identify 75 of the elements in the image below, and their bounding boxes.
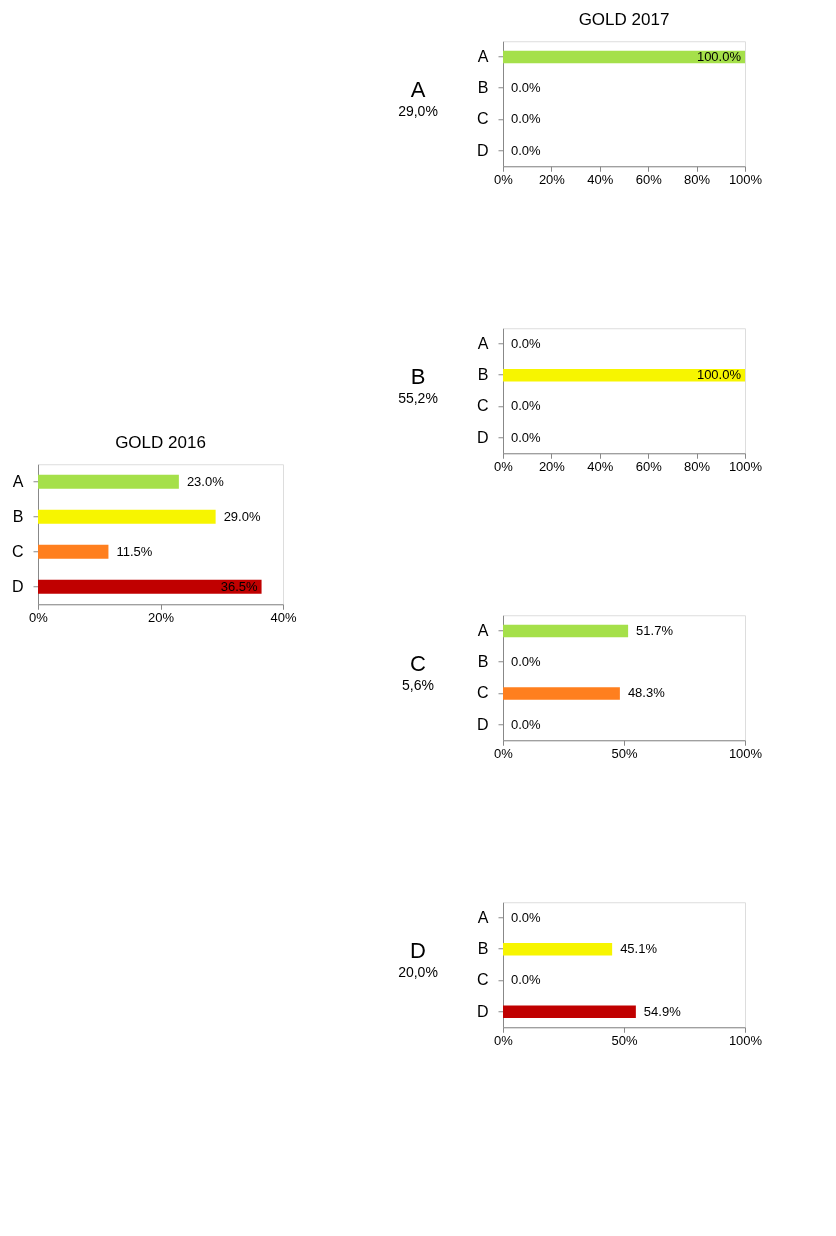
y-tick-label: A bbox=[477, 334, 489, 352]
y-tick-label: A bbox=[477, 908, 489, 926]
data-label: 54.9% bbox=[643, 1003, 682, 1019]
data-label: 0.0% bbox=[511, 909, 542, 925]
x-tick-label: 40% bbox=[270, 609, 297, 625]
chart-title: GOLD 2016 bbox=[115, 433, 206, 453]
x-tick-label: 50% bbox=[611, 1032, 638, 1048]
x-tick-label: 100% bbox=[728, 458, 763, 474]
y-tick-label: B bbox=[12, 507, 24, 525]
y-tick-label: D bbox=[476, 428, 489, 446]
x-tick-label: 100% bbox=[728, 1032, 763, 1048]
y-tick-label: C bbox=[11, 542, 24, 560]
bar bbox=[38, 509, 216, 524]
y-tick-label: B bbox=[477, 653, 489, 671]
data-label: 0.0% bbox=[511, 429, 542, 445]
x-tick-label: 20% bbox=[538, 171, 566, 187]
y-tick-label: B bbox=[477, 79, 489, 97]
text: 5,6% bbox=[402, 676, 434, 693]
data-label: 29.0% bbox=[223, 508, 261, 524]
y-tick-label: D bbox=[476, 141, 489, 159]
x-tick-label: 60% bbox=[635, 171, 663, 187]
y-tick-label: C bbox=[476, 684, 489, 702]
x-tick-label: 20% bbox=[147, 609, 175, 625]
y-tick-label: A bbox=[477, 621, 489, 639]
y-tick-label: D bbox=[476, 1002, 489, 1020]
x-tick-label: 0% bbox=[494, 171, 514, 187]
y-tick-label: C bbox=[476, 397, 489, 415]
x-tick-label: 40% bbox=[587, 171, 614, 187]
data-label: 51.7% bbox=[636, 622, 674, 638]
y-tick-label: B bbox=[477, 940, 489, 958]
y-axis-title: C bbox=[410, 650, 427, 676]
y-tick-label: D bbox=[476, 715, 489, 733]
x-tick-label: 50% bbox=[611, 745, 638, 761]
data-label: 36.5% bbox=[220, 578, 258, 594]
data-label: 100.0% bbox=[696, 48, 742, 64]
x-tick-label: 0% bbox=[494, 745, 514, 761]
x-tick-label: 20% bbox=[538, 458, 566, 474]
data-label: 0.0% bbox=[511, 335, 542, 351]
bar bbox=[38, 579, 262, 594]
text: 20,0% bbox=[398, 963, 438, 980]
data-label: 0.0% bbox=[511, 142, 542, 158]
y-tick-label: C bbox=[476, 971, 489, 989]
data-label: 0.0% bbox=[511, 972, 542, 988]
data-label: 0.0% bbox=[511, 80, 542, 96]
data-label: 0.0% bbox=[511, 111, 542, 127]
text: 29,0% bbox=[398, 102, 438, 119]
data-label: 45.1% bbox=[620, 941, 658, 957]
y-axis-title: A bbox=[410, 76, 426, 102]
x-tick-label: 0% bbox=[494, 1032, 514, 1048]
y-tick-label: A bbox=[477, 47, 489, 65]
x-tick-label: 80% bbox=[684, 458, 711, 474]
data-label: 23.0% bbox=[186, 473, 225, 489]
x-tick-label: 60% bbox=[635, 458, 663, 474]
data-label: 0.0% bbox=[511, 398, 542, 414]
y-tick-label: C bbox=[476, 110, 489, 128]
x-tick-label: 40% bbox=[587, 458, 614, 474]
x-tick-label: 100% bbox=[728, 745, 763, 761]
y-tick-label: A bbox=[12, 472, 24, 490]
bar bbox=[38, 544, 109, 559]
y-tick-label: B bbox=[477, 366, 489, 384]
x-tick-label: 100% bbox=[728, 171, 763, 187]
data-label: 0.0% bbox=[511, 654, 542, 670]
bar bbox=[38, 474, 179, 489]
x-tick-label: 80% bbox=[684, 171, 711, 187]
y-axis-title: D bbox=[410, 937, 426, 963]
data-label: 48.3% bbox=[627, 685, 666, 701]
x-tick-label: 0% bbox=[29, 609, 49, 625]
chart-title: GOLD 2017 bbox=[578, 10, 670, 30]
data-label: 100.0% bbox=[696, 367, 742, 383]
data-label: 0.0% bbox=[511, 716, 542, 732]
text: 55,2% bbox=[398, 389, 438, 406]
data-label: 11.5% bbox=[116, 543, 153, 559]
x-tick-label: 0% bbox=[494, 458, 514, 474]
y-axis-title: B bbox=[410, 363, 426, 389]
y-tick-label: D bbox=[11, 577, 24, 595]
